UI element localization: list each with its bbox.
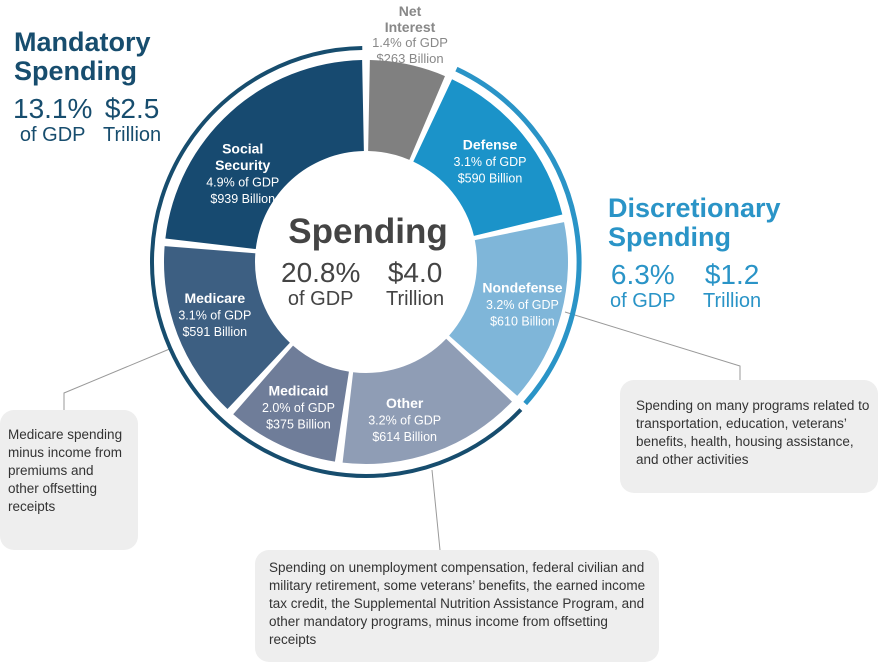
mandatory-pct: 13.1% xyxy=(13,93,93,124)
center-title: Spending xyxy=(288,212,448,251)
note-nondefense-text: Spending on many programs related to tra… xyxy=(636,398,870,467)
slice-amount-medicare: $591 Billion xyxy=(182,325,247,339)
leader-line-nondefense xyxy=(564,311,741,380)
net-interest-name-line1: Net xyxy=(398,3,422,19)
slice-labels: Defense 3.1% of GDP $590 Billion Nondefense… xyxy=(178,136,562,443)
leader-lines xyxy=(63,311,741,551)
note-nondefense: Spending on many programs related to tra… xyxy=(620,380,878,493)
discretionary-pct: 6.3% xyxy=(610,259,675,290)
mandatory-amount-unit: Trillion xyxy=(103,124,162,146)
mandatory-spending-title: Mandatory Spending xyxy=(14,28,151,86)
mandatory-amount-block: $2.5 Trillion xyxy=(103,93,162,147)
mandatory-amount: $2.5 xyxy=(104,93,160,124)
discretionary-spending-title: Discretionary Spending xyxy=(608,194,781,252)
donut-slices xyxy=(163,60,568,464)
mandatory-ring xyxy=(150,46,523,478)
leader-line-medicare xyxy=(63,347,173,410)
discretionary-pct-block: 6.3% of GDP xyxy=(610,259,676,313)
slice-social-security xyxy=(165,60,364,250)
mandatory-pct-unit: of GDP xyxy=(19,124,86,146)
net-interest-label: Net Interest 1.4% of GDP $263 Billion xyxy=(355,3,465,66)
slice-pct-social-security: 4.9% of GDP xyxy=(206,175,279,189)
discretionary-amount-block: $1.2 Trillion xyxy=(703,259,762,313)
slice-name-social-security: Social xyxy=(222,140,263,156)
net-interest-pct: 1.4% of GDP xyxy=(372,35,448,50)
center-amount: $4.0 xyxy=(387,257,443,288)
mandatory-title-line2: Spending xyxy=(14,56,137,86)
discretionary-title-line2: Spending xyxy=(608,222,731,252)
slice-defense xyxy=(413,79,563,236)
slice-medicare xyxy=(163,246,290,410)
net-interest-name-line2: Interest xyxy=(384,18,436,35)
note-other: Spending on unemployment compensation, f… xyxy=(255,550,659,662)
group-rings xyxy=(150,46,582,478)
mandatory-pct-block: 13.1% of GDP xyxy=(13,93,93,147)
slice-pct-medicaid: 2.0% of GDP xyxy=(262,401,335,415)
slice-name-medicaid: Medicaid xyxy=(268,383,328,399)
slice-name-social-security: Security xyxy=(215,157,270,173)
slice-other xyxy=(342,338,512,464)
slice-medicaid xyxy=(233,345,349,462)
slice-amount-medicaid: $375 Billion xyxy=(266,418,331,432)
discretionary-ring xyxy=(455,66,582,406)
slice-amount-nondefense: $610 Billion xyxy=(490,315,555,329)
center-amount-block: $4.0 Trillion xyxy=(386,257,445,311)
note-medicare-text: Medicare spending minus income from prem… xyxy=(8,427,123,514)
leader-line-other xyxy=(431,469,441,551)
slice-name-medicare: Medicare xyxy=(184,290,245,306)
note-medicare: Medicare spending minus income from prem… xyxy=(0,410,138,550)
slice-pct-nondefense: 3.2% of GDP xyxy=(486,298,559,312)
center-pct: 20.8% xyxy=(281,257,361,288)
net-interest-amount: $263 Billion xyxy=(376,50,444,66)
slice-pct-defense: 3.1% of GDP xyxy=(454,155,527,169)
discretionary-pct-unit: of GDP xyxy=(610,290,676,312)
mandatory-title-line1: Mandatory xyxy=(14,27,151,57)
slice-amount-defense: $590 Billion xyxy=(458,171,523,185)
slice-pct-medicare: 3.1% of GDP xyxy=(178,308,251,322)
center-amount-unit: Trillion xyxy=(386,288,445,310)
discretionary-amount-unit: Trillion xyxy=(703,290,762,312)
slice-name-nondefense: Nondefense xyxy=(482,280,562,296)
center-pct-block: 20.8% of GDP xyxy=(281,257,361,311)
slice-amount-social-security: $939 Billion xyxy=(210,192,275,206)
slice-nondefense xyxy=(449,222,568,396)
center-pct-unit: of GDP xyxy=(287,288,354,310)
discretionary-amount: $1.2 xyxy=(704,259,760,290)
slice-name-other: Other xyxy=(386,395,424,411)
slice-amount-other: $614 Billion xyxy=(372,430,437,444)
note-other-text: Spending on unemployment compensation, f… xyxy=(269,560,646,647)
slice-name-defense: Defense xyxy=(463,136,518,152)
discretionary-title-line1: Discretionary xyxy=(608,193,781,223)
slice-net-interest xyxy=(368,60,445,160)
slice-pct-other: 3.2% of GDP xyxy=(368,413,441,427)
